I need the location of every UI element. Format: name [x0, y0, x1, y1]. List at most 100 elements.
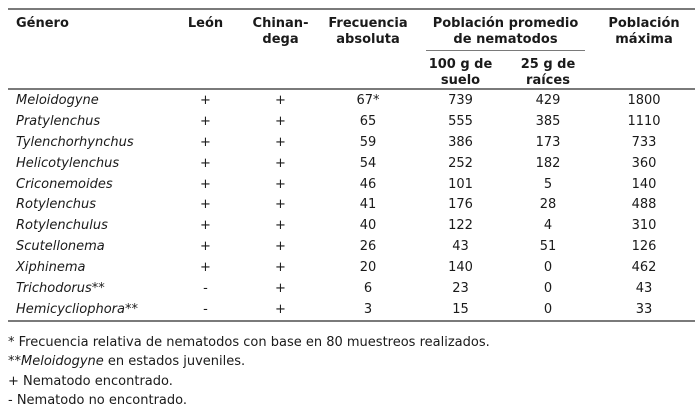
header-row-top: Género León Chinan-dega Frecuencia absol…	[8, 9, 695, 51]
cell-chinandega: +	[275, 92, 286, 108]
cell-frecuencia: 46	[359, 176, 377, 192]
cell-chinandega: +	[275, 134, 286, 150]
cell-maxima: 43	[635, 280, 653, 296]
cell-chinandega: +	[275, 260, 286, 276]
cell-maxima: 488	[631, 197, 657, 213]
cell-chinandega: +	[275, 197, 286, 213]
col-header-frecuencia-absoluta: Frecuencia absoluta	[328, 16, 408, 47]
table-row: Tylenchorhynchus + + 59 386 173 733	[8, 132, 695, 153]
cell-raices: 182	[535, 155, 561, 171]
footnote-genus-italic: Meloidogyne	[21, 354, 104, 370]
cell-chinandega: +	[275, 218, 286, 234]
cell-suelo: 101	[448, 176, 473, 192]
cell-genero: Meloidogyne	[16, 92, 99, 108]
cell-suelo: 122	[448, 218, 473, 234]
cell-genero: Trichodorus**	[16, 280, 105, 296]
cell-genero: Xiphinema	[16, 260, 86, 276]
col-header-chinandega: Chinan-dega	[252, 16, 309, 47]
cell-frecuencia: 6	[363, 280, 373, 296]
cell-chinandega: +	[275, 176, 286, 192]
cell-genero: Scutellonema	[16, 239, 105, 255]
cell-chinandega: +	[275, 113, 286, 129]
cell-maxima: 1110	[627, 113, 661, 129]
cell-suelo: 140	[448, 260, 473, 276]
cell-genero: Rotylenchus	[16, 197, 97, 213]
footnote-nematodo-no-encontrado: - Nematodo no encontrado.	[8, 393, 187, 409]
header-row-sub: 100 g de suelo 25 g de raíces	[8, 51, 695, 89]
table-body: Meloidogyne + + 67* 739 429 1800 Pratyle…	[8, 89, 696, 321]
cell-suelo: 739	[448, 92, 473, 108]
cell-maxima: 360	[631, 155, 657, 171]
col-header-25g-raices: 25 g de raíces	[520, 57, 576, 88]
cell-leon: +	[200, 113, 211, 129]
col-header-leon: León	[187, 16, 224, 31]
cell-frecuencia: 65	[359, 113, 377, 129]
footnote-asterisks: **	[8, 354, 21, 370]
cell-suelo: 176	[448, 197, 473, 213]
cell-maxima: 462	[631, 260, 657, 276]
table-row: Meloidogyne + + 67* 739 429 1800	[8, 89, 695, 111]
footnote-frecuencia-relativa: * Frecuencia relativa de nematodos con b…	[8, 334, 490, 350]
col-header-poblacion-promedio: Población promedio de nematodos	[418, 9, 593, 51]
table-row: Helicotylenchus + + 54 252 182 360	[8, 153, 695, 174]
cell-frecuencia: 67*	[356, 92, 380, 108]
cell-suelo: 386	[448, 134, 473, 150]
table-row: Rotylenchus + + 41 176 28 488	[8, 194, 695, 215]
cell-raices: 5	[543, 176, 553, 192]
table-row: Trichodorus** - + 6 23 0 43	[8, 278, 695, 299]
cell-genero: Hemicycliophora**	[16, 301, 138, 317]
cell-maxima: 1800	[627, 92, 661, 108]
cell-raices: 385	[535, 113, 561, 129]
cell-leon: +	[200, 218, 211, 234]
cell-raices: 429	[535, 92, 561, 108]
cell-chinandega: +	[275, 155, 286, 171]
cell-frecuencia: 40	[359, 218, 377, 234]
cell-maxima: 733	[631, 134, 657, 150]
col-header-genero: Género	[16, 16, 69, 31]
cell-maxima: 310	[631, 218, 657, 234]
footnote-meloidogyne-juveniles: **Meloidogyne en estados juveniles.	[8, 352, 700, 372]
table-row: Pratylenchus + + 65 555 385 1110	[8, 111, 695, 132]
cell-frecuencia: 41	[359, 197, 377, 213]
cell-leon: +	[200, 134, 211, 150]
cell-frecuencia: 59	[359, 134, 377, 150]
cell-maxima: 126	[631, 239, 657, 255]
cell-raices: 173	[535, 134, 561, 150]
table-row: Scutellonema + + 26 43 51 126	[8, 236, 695, 257]
cell-genero: Helicotylenchus	[16, 155, 120, 171]
cell-leon: +	[200, 197, 211, 213]
cell-raices: 51	[539, 239, 557, 255]
cell-raices: 28	[539, 197, 557, 213]
cell-raices: 4	[543, 218, 553, 234]
table-row: Hemicycliophora** - + 3 15 0 33	[8, 299, 695, 321]
table-row: Rotylenchulus + + 40 122 4 310	[8, 215, 695, 236]
cell-leon: +	[200, 260, 211, 276]
cell-genero: Pratylenchus	[16, 113, 101, 129]
cell-maxima: 33	[635, 301, 653, 317]
cell-leon: +	[200, 92, 211, 108]
cell-chinandega: +	[275, 301, 286, 317]
nematode-table: Género León Chinan-dega Frecuencia absol…	[8, 8, 696, 322]
col-header-100g-suelo: 100 g de suelo	[428, 57, 493, 88]
cell-leon: +	[200, 155, 211, 171]
cell-leon: +	[200, 239, 211, 255]
cell-suelo: 43	[452, 239, 469, 255]
cell-raices: 0	[543, 301, 553, 317]
cell-frecuencia: 20	[359, 260, 377, 276]
cell-genero: Tylenchorhynchus	[16, 134, 134, 150]
cell-chinandega: +	[275, 280, 286, 296]
cell-genero: Rotylenchulus	[16, 218, 108, 234]
col-header-poblacion-promedio-label: Población promedio de nematodos	[426, 16, 586, 51]
cell-maxima: 140	[631, 176, 657, 192]
cell-raices: 0	[543, 260, 553, 276]
cell-raices: 0	[543, 280, 553, 296]
cell-suelo: 23	[452, 280, 469, 296]
cell-frecuencia: 3	[363, 301, 373, 317]
cell-suelo: 252	[448, 155, 473, 171]
cell-suelo: 15	[452, 301, 469, 317]
cell-leon: -	[203, 280, 208, 296]
cell-leon: +	[200, 176, 211, 192]
table-header: Género León Chinan-dega Frecuencia absol…	[8, 9, 696, 89]
cell-chinandega: +	[275, 239, 286, 255]
table-row: Criconemoides + + 46 101 5 140	[8, 174, 695, 195]
